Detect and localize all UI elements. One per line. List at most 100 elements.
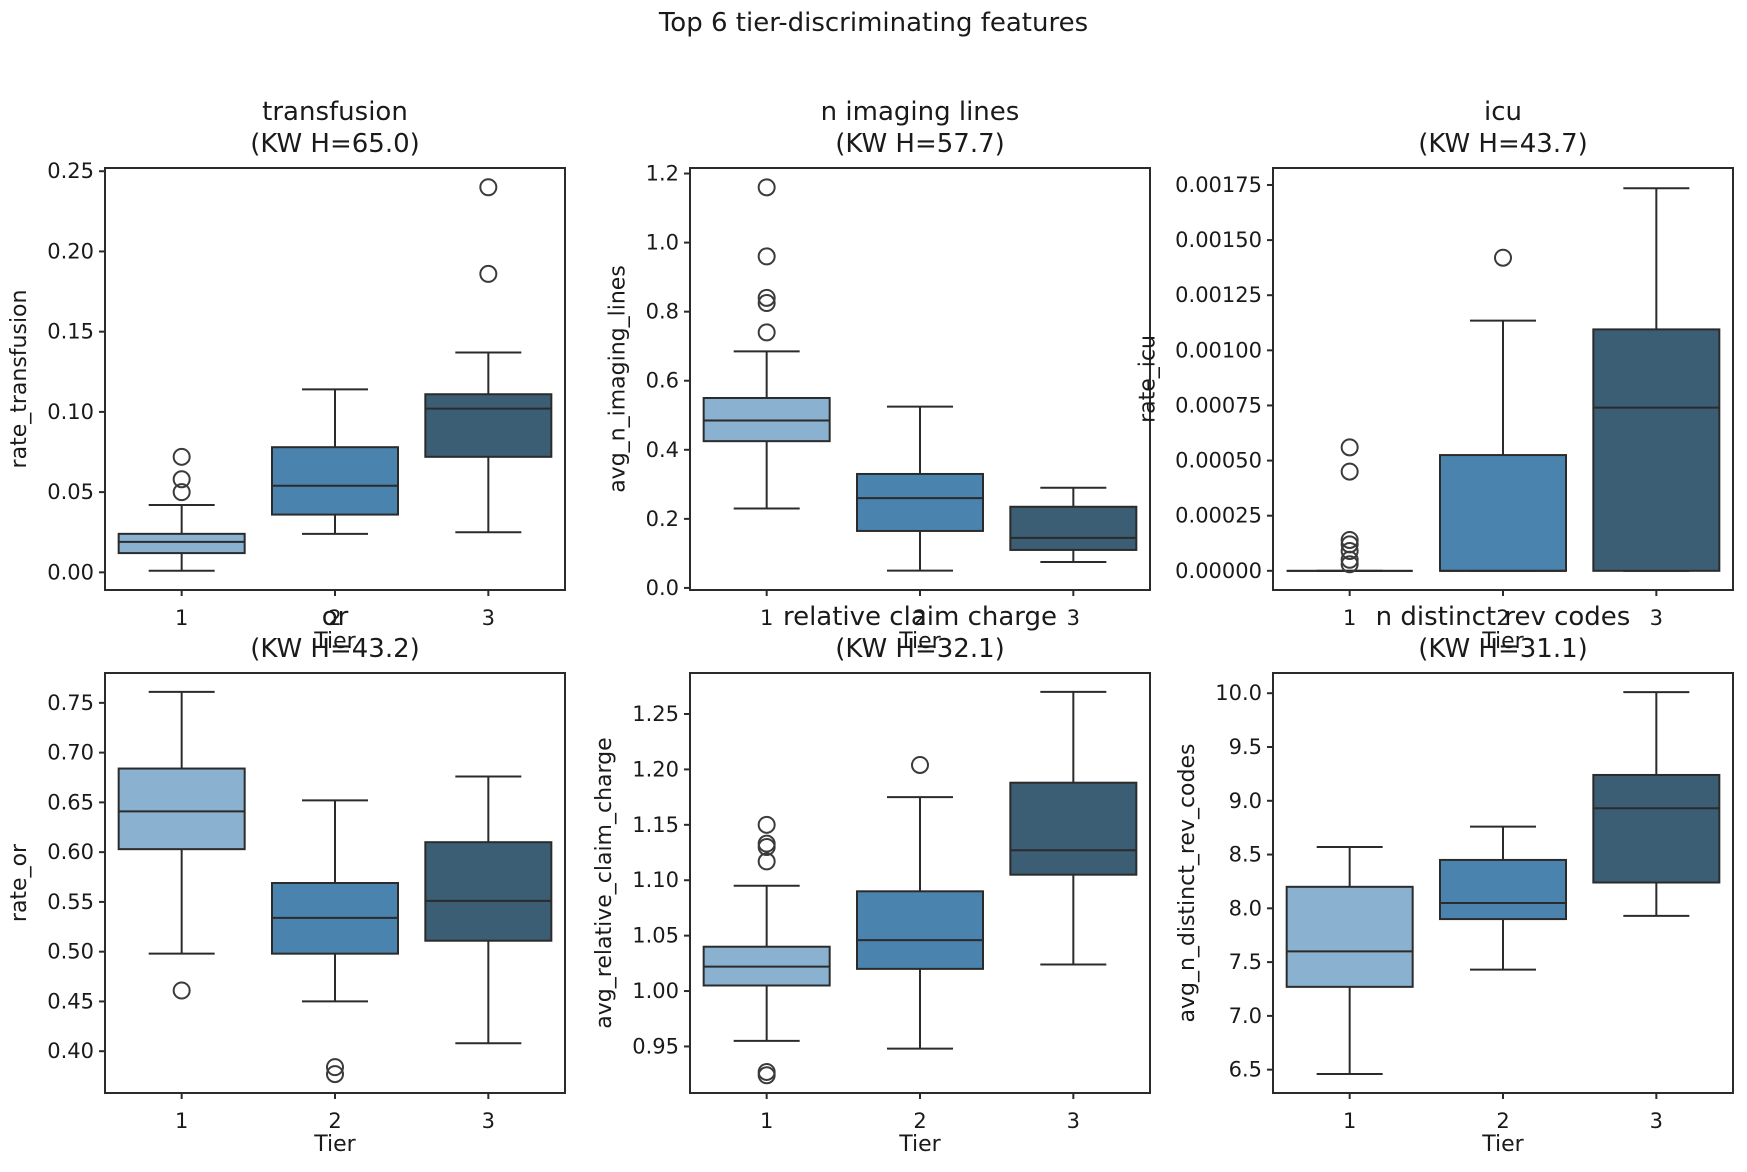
x-axis-label: Tier xyxy=(313,629,356,654)
y-tick-label: 0.00025 xyxy=(1175,504,1262,528)
box-tier-1 xyxy=(117,532,246,555)
x-tick-label: 2 xyxy=(913,1109,926,1133)
figure-title: Top 6 tier-discriminating features xyxy=(658,8,1089,38)
y-tick-label: 1.25 xyxy=(632,702,679,726)
outlier-point xyxy=(757,852,776,871)
outlier-point xyxy=(757,288,776,307)
x-axis-label: Tier xyxy=(898,1132,941,1157)
x-tick-label: 3 xyxy=(1067,606,1080,630)
outlier-point xyxy=(757,323,776,342)
y-tick-label: 0.2 xyxy=(646,507,679,531)
y-tick-label: 0.45 xyxy=(47,989,94,1013)
x-tick-label: 1 xyxy=(760,1109,773,1133)
x-axis-label: Tier xyxy=(1481,1132,1524,1157)
outlier-point xyxy=(1340,541,1359,560)
subplot-kw-subtitle: (KW H=43.7) xyxy=(1418,129,1588,159)
box-tier-3 xyxy=(1592,773,1721,884)
subplot-kw-subtitle: (KW H=43.2) xyxy=(250,634,420,664)
outlier-point xyxy=(326,1065,344,1084)
outlier-point xyxy=(757,834,776,853)
box-tier-3 xyxy=(1592,328,1721,572)
y-tick-label: 7.5 xyxy=(1229,950,1262,974)
y-tick-label: 0.75 xyxy=(47,691,94,715)
box-tier-2 xyxy=(1439,858,1567,921)
outlier-point xyxy=(1340,438,1359,457)
y-tick-label: 0.05 xyxy=(47,480,94,504)
y-tick-label: 1.05 xyxy=(632,924,679,948)
x-tick-label: 3 xyxy=(1650,1109,1663,1133)
x-axis-label: Tier xyxy=(313,1132,356,1157)
outlier-point xyxy=(911,755,929,774)
box-tier-3 xyxy=(1009,505,1138,551)
x-tick-label: 3 xyxy=(482,606,495,630)
box-tier-3 xyxy=(1009,781,1138,876)
y-tick-label: 1.00 xyxy=(632,979,679,1003)
x-tick-label: 2 xyxy=(913,606,926,630)
box-tier-1 xyxy=(117,767,246,851)
y-tick-label: 8.0 xyxy=(1229,896,1262,920)
y-tick-label: 0.00175 xyxy=(1175,173,1262,197)
x-tick-label: 3 xyxy=(1067,1109,1080,1133)
y-tick-label: 0.40 xyxy=(47,1039,94,1063)
subplot-kw-subtitle: (KW H=65.0) xyxy=(250,129,420,159)
y-tick-label: 0.50 xyxy=(47,940,94,964)
y-tick-label: 1.0 xyxy=(646,231,679,255)
x-tick-label: 1 xyxy=(1343,606,1356,630)
subplot-title: relative claim charge xyxy=(783,602,1057,632)
subplot-kw-subtitle: (KW H=57.7) xyxy=(835,129,1005,159)
y-tick-label: 0.00125 xyxy=(1175,283,1262,307)
box-tier-2 xyxy=(271,446,399,516)
outlier-point xyxy=(757,178,776,197)
y-tick-label: 0.70 xyxy=(47,741,94,765)
y-axis-label: avg_n_imaging_lines xyxy=(605,265,630,493)
y-tick-label: 1.20 xyxy=(632,757,679,781)
outlier-point xyxy=(172,483,191,502)
outlier-point xyxy=(757,815,776,834)
y-tick-label: 1.15 xyxy=(632,813,679,837)
subplot-kw-subtitle: (KW H=32.1) xyxy=(835,634,1005,664)
box-tier-3 xyxy=(424,393,553,458)
y-axis-label: rate_transfusion xyxy=(7,290,32,469)
outlier-point xyxy=(172,447,191,466)
y-tick-label: 1.10 xyxy=(632,868,679,892)
outlier-point xyxy=(757,247,776,266)
outlier-point xyxy=(172,981,191,1000)
y-tick-label: 0.4 xyxy=(646,438,679,462)
box-tier-2 xyxy=(1439,454,1567,572)
y-tick-label: 0.95 xyxy=(632,1034,679,1058)
y-axis-label: avg_relative_claim_charge xyxy=(592,737,617,1028)
subplot-title: n distinct rev codes xyxy=(1376,602,1631,632)
y-tick-label: 0.0 xyxy=(646,576,679,600)
outlier-point xyxy=(1494,248,1512,267)
y-axis-label: rate_or xyxy=(7,843,32,922)
y-tick-label: 0.25 xyxy=(47,159,94,183)
outlier-point xyxy=(326,1058,344,1077)
y-tick-label: 6.5 xyxy=(1229,1058,1262,1082)
y-tick-label: 0.00100 xyxy=(1175,338,1262,362)
box-tier-3 xyxy=(424,841,553,942)
outlier-point xyxy=(757,1062,776,1081)
y-tick-label: 0.55 xyxy=(47,890,94,914)
y-tick-label: 0.00075 xyxy=(1175,393,1262,417)
y-tick-label: 0.00 xyxy=(47,560,94,584)
y-tick-label: 0.10 xyxy=(47,400,94,424)
x-tick-label: 3 xyxy=(482,1109,495,1133)
subplot-title: or xyxy=(322,602,349,632)
x-tick-label: 2 xyxy=(328,1109,341,1133)
y-tick-label: 0.00150 xyxy=(1175,228,1262,252)
outlier-point xyxy=(1340,555,1359,574)
subplot-title: n imaging lines xyxy=(821,97,1020,127)
x-tick-label: 2 xyxy=(1496,1109,1509,1133)
x-tick-label: 2 xyxy=(328,606,341,630)
box-tier-2 xyxy=(856,472,984,532)
y-tick-label: 0.65 xyxy=(47,790,94,814)
x-tick-label: 1 xyxy=(175,606,188,630)
x-tick-label: 1 xyxy=(175,1109,188,1133)
y-tick-label: 9.0 xyxy=(1229,789,1262,813)
outlier-point xyxy=(479,264,498,283)
outlier-point xyxy=(1340,530,1359,549)
subplot-kw-subtitle: (KW H=31.1) xyxy=(1418,634,1588,664)
y-tick-label: 0.15 xyxy=(47,320,94,344)
outlier-point xyxy=(1340,535,1359,554)
